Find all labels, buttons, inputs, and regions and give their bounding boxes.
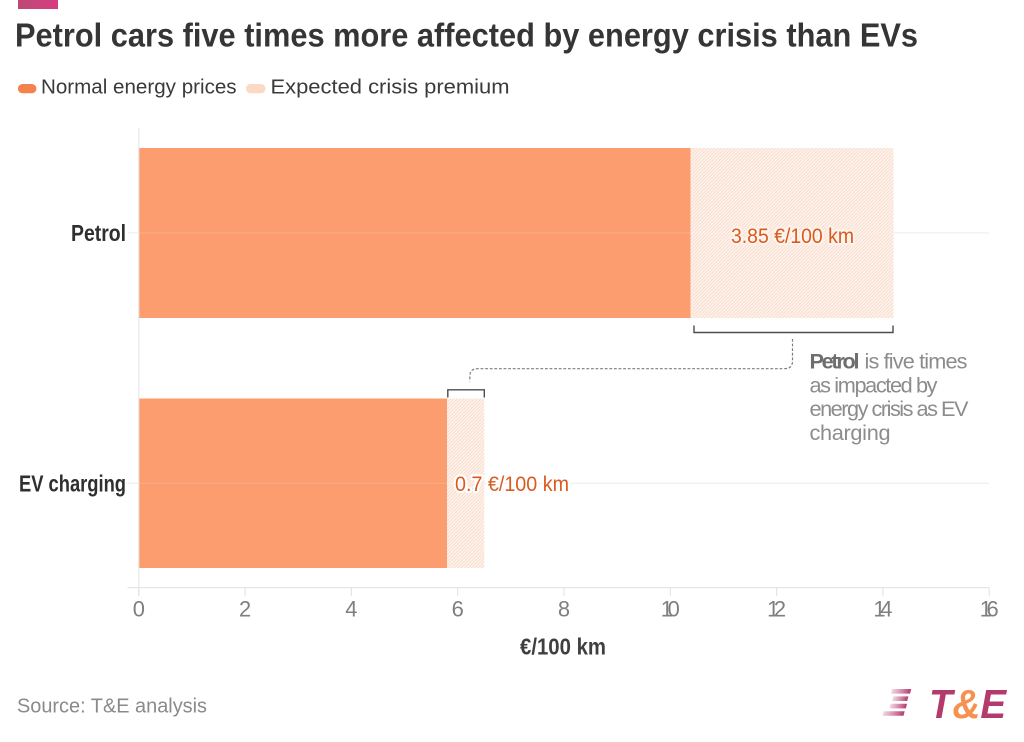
svg-text:4: 4 [345,597,357,622]
svg-text:T&E: T&E [929,681,1008,727]
svg-text:Petrol: Petrol [71,220,126,246]
svg-text:10: 10 [661,597,680,622]
svg-text:14: 14 [873,597,892,622]
svg-text:16: 16 [980,597,999,622]
svg-text:energy crisis as EV: energy crisis as EV [810,396,970,421]
svg-text:0: 0 [133,597,145,622]
svg-text:Normal energy prices: Normal energy prices [41,76,237,99]
svg-text:3.85 €/100 km: 3.85 €/100 km [731,225,854,248]
svg-text:12: 12 [767,597,786,622]
svg-text:8: 8 [558,597,570,622]
svg-text:charging: charging [810,420,891,445]
svg-text:EV charging: EV charging [19,470,126,496]
svg-text:as impacted by: as impacted by [810,372,938,397]
svg-text:Petrol: Petrol [810,349,860,374]
svg-text:2: 2 [239,597,251,622]
svg-text:Source: T&E analysis: Source: T&E analysis [17,695,207,718]
svg-text:0.7 €/100 km: 0.7 €/100 km [455,473,569,496]
svg-text:Expected crisis premium: Expected crisis premium [271,76,510,99]
svg-text:6: 6 [452,597,464,622]
svg-text:Petrol cars five times more af: Petrol cars five times more affected by … [15,18,918,55]
svg-text:is five times: is five times [865,349,968,374]
svg-text:€/100 km: €/100 km [520,634,606,660]
